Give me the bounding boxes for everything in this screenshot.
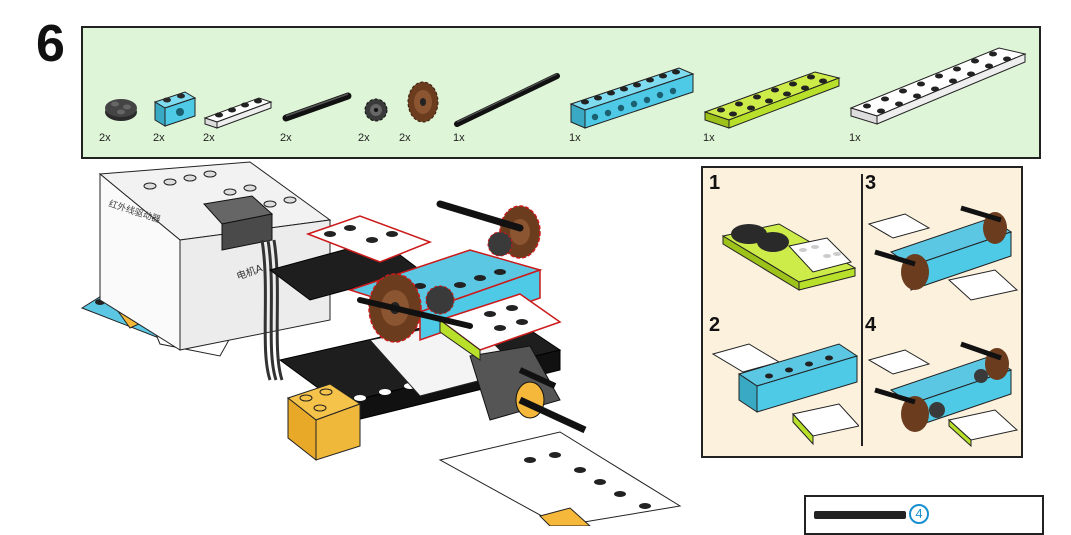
axle-icon (814, 511, 906, 519)
long-axle-icon (454, 73, 560, 127)
part-gear-small: 2x (358, 28, 402, 158)
small-gear-icon (364, 98, 388, 122)
white-plate-icon (203, 97, 273, 129)
part-technic-brick-1x8: 1x (569, 28, 699, 158)
part-qty: 1x (849, 132, 861, 144)
part-qty: 2x (203, 132, 215, 144)
assembly-drawing: 红外线驱动器 电机A (80, 161, 682, 527)
substep-2-drawing (711, 343, 860, 446)
part-plate-lime: 1x (703, 28, 843, 158)
round-plate-icon (105, 99, 137, 121)
part-qty: 2x (99, 132, 111, 144)
substep-3: 3 (865, 172, 1021, 302)
substep-4-drawing (867, 341, 1019, 448)
main-assembly-illustration: 红外线驱动器 电机A (0, 160, 700, 527)
sub-assembly-panel: 1 2 3 (701, 166, 1023, 458)
technic-brick-icon (153, 91, 197, 127)
substep-1: 1 (709, 172, 859, 302)
part-technic-axle-long: 1x (453, 28, 563, 158)
substep-number: 4 (865, 314, 877, 336)
substep-2: 2 (709, 314, 860, 449)
part-qty: 2x (153, 132, 165, 144)
part-technic-brick-1x2: 2x (153, 28, 203, 158)
part-qty: 2x (399, 132, 411, 144)
substep-1-drawing (721, 223, 857, 291)
sub-divider (861, 174, 863, 446)
part-qty: 2x (358, 132, 370, 144)
part-plate-2x8: 1x (849, 28, 1029, 158)
step-number: 6 (36, 15, 65, 73)
substep-number: 2 (709, 314, 721, 336)
brown-gear-icon (407, 81, 439, 123)
part-qty: 2x (280, 132, 292, 144)
substep-4: 4 (865, 314, 1021, 449)
part-qty: 1x (569, 132, 581, 144)
axle-callout: 4 (804, 495, 1044, 535)
part-qty: 1x (453, 132, 465, 144)
part-qty: 1x (703, 132, 715, 144)
parts-list-panel: 2x 2x 2x 2x (81, 26, 1041, 159)
substep-3-drawing (867, 205, 1019, 301)
substep-number: 3 (865, 172, 877, 194)
part-plate-1x4: 2x (203, 28, 277, 158)
part-round-plate: 2x (99, 28, 149, 158)
long-technic-brick-icon (569, 67, 695, 129)
axle-icon (282, 92, 352, 122)
white-long-plate-icon (849, 47, 1027, 125)
axle-length-badge: 4 (909, 504, 929, 524)
lime-plate-icon (703, 71, 841, 129)
part-gear-brown: 2x (399, 28, 449, 158)
substep-number: 1 (709, 172, 721, 194)
part-technic-axle: 2x (280, 28, 360, 158)
